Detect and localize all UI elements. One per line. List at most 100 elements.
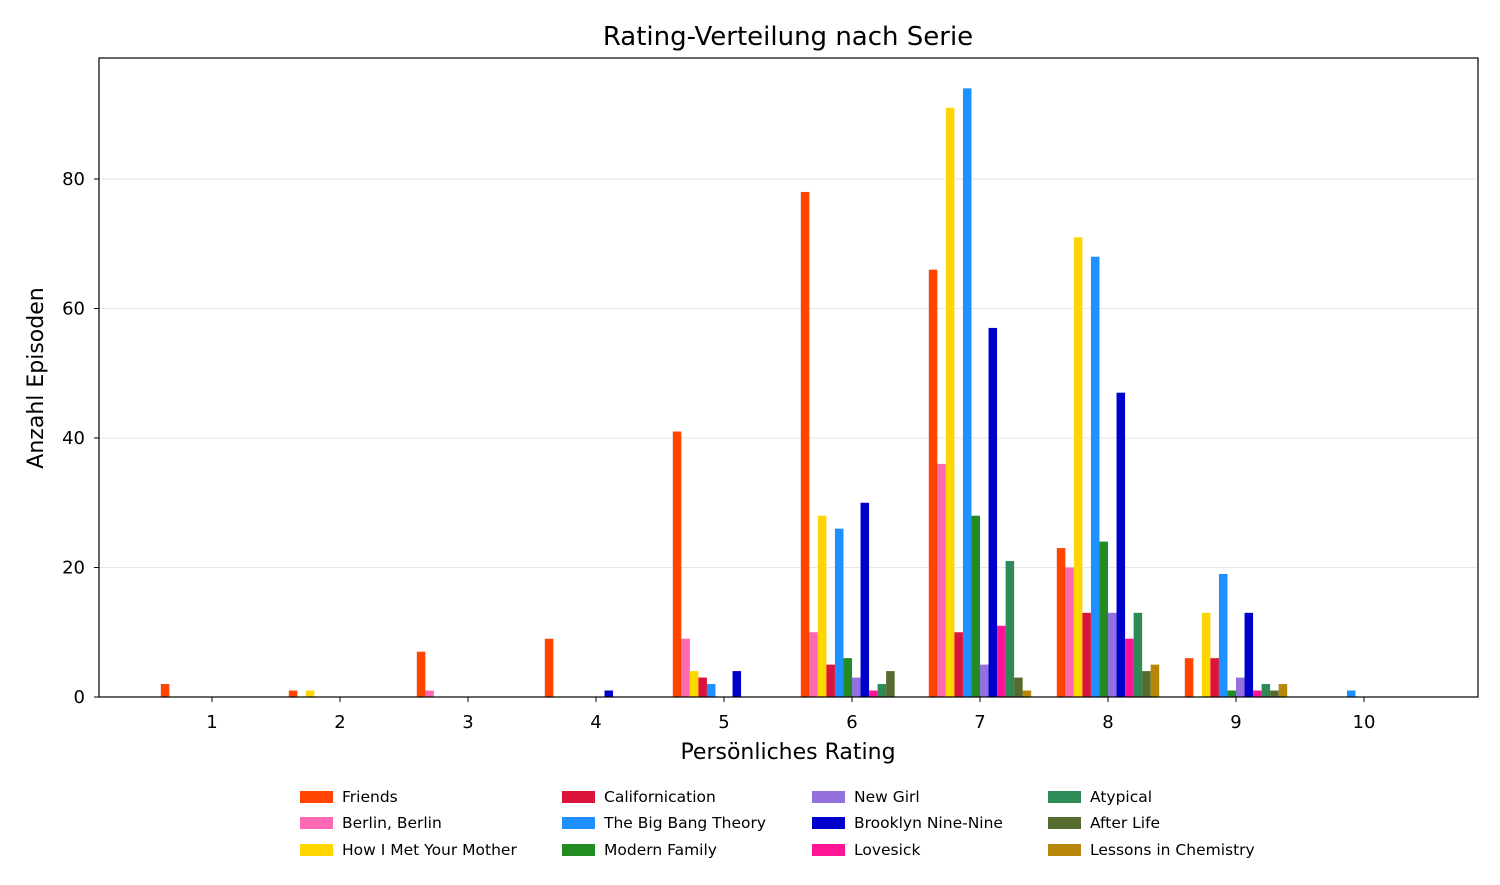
plot-frame <box>98 57 1479 698</box>
bar-californication-9 <box>1210 658 1219 697</box>
bar-friends-1 <box>160 684 170 697</box>
x-tick-label: 6 <box>846 712 857 733</box>
bar-how-i-met-your-mother-9 <box>1201 612 1211 697</box>
bar-after-life-8 <box>1142 671 1151 697</box>
legend-item: New Girl <box>812 786 1048 808</box>
chart-title: Rating-Verteilung nach Serie <box>603 22 973 52</box>
legend-swatch <box>812 817 845 830</box>
bar-the-big-bang-theory-7 <box>962 88 972 698</box>
bar-brooklyn-nine-nine-6 <box>860 502 870 697</box>
bar-after-life-7 <box>1014 677 1023 697</box>
bar-berlin-berlin-3 <box>425 690 434 697</box>
legend-swatch <box>812 790 845 803</box>
x-tick-label: 8 <box>1102 712 1113 733</box>
legend-swatch <box>300 817 333 830</box>
bar-friends-5 <box>672 431 682 697</box>
y-tick-label: 60 <box>62 299 85 320</box>
bar-lessons-in-chemistry-9 <box>1278 684 1288 697</box>
bar-atypical-9 <box>1261 684 1271 697</box>
bar-friends-9 <box>1184 658 1194 697</box>
bar-lessons-in-chemistry-7 <box>1022 690 1032 697</box>
bar-the-big-bang-theory-6 <box>834 528 844 697</box>
legend-label: After Life <box>1090 814 1161 833</box>
x-axis-label: Persönliches Rating <box>680 740 895 765</box>
bar-brooklyn-nine-nine-7 <box>988 327 998 697</box>
bar-how-i-met-your-mother-8 <box>1073 237 1083 697</box>
legend-item: Brooklyn Nine-Nine <box>812 813 1048 835</box>
legend-swatch <box>812 843 845 856</box>
bar-friends-3 <box>416 651 426 697</box>
legend-item: Atypical <box>1048 786 1278 808</box>
x-tick-label: 7 <box>974 712 985 733</box>
legend-swatch <box>562 790 595 803</box>
legend-label: Brooklyn Nine-Nine <box>854 814 1003 833</box>
legend-swatch <box>300 843 333 856</box>
bar-californication-8 <box>1082 612 1091 697</box>
x-tick-label: 9 <box>1230 712 1241 733</box>
legend-label: Californication <box>604 787 716 806</box>
bar-berlin-berlin-8 <box>1065 567 1074 697</box>
legend-item: Berlin, Berlin <box>300 813 562 835</box>
legend-swatch <box>1048 790 1081 803</box>
y-tick-label: 80 <box>62 169 85 190</box>
bar-after-life-6 <box>886 671 895 697</box>
bar-lovesick-7 <box>997 625 1006 697</box>
bar-friends-2 <box>288 690 298 697</box>
x-tick-label: 10 <box>1353 712 1376 733</box>
bar-lessons-in-chemistry-8 <box>1150 664 1160 697</box>
bar-modern-family-7 <box>971 515 980 697</box>
y-tick-label: 20 <box>62 558 85 579</box>
x-tick-label: 5 <box>718 712 729 733</box>
x-tick-label: 4 <box>590 712 601 733</box>
y-tick-label: 0 <box>74 687 85 708</box>
bar-the-big-bang-theory-9 <box>1218 573 1228 697</box>
legend-swatch <box>562 817 595 830</box>
legend-item: Californication <box>562 786 812 808</box>
legend-label: Lessons in Chemistry <box>1090 840 1255 859</box>
bar-new-girl-8 <box>1108 612 1117 697</box>
y-axis-label: Anzahl Episoden <box>24 287 49 468</box>
bar-modern-family-8 <box>1099 541 1108 697</box>
legend-swatch <box>1048 817 1081 830</box>
bar-brooklyn-nine-nine-9 <box>1244 612 1254 697</box>
bar-the-big-bang-theory-10 <box>1346 690 1356 697</box>
legend-item: After Life <box>1048 813 1278 835</box>
x-tick-label: 2 <box>334 712 345 733</box>
bar-berlin-berlin-6 <box>809 632 818 697</box>
legend-label: Lovesick <box>854 840 921 859</box>
legend-item: Lessons in Chemistry <box>1048 839 1278 861</box>
legend-swatch <box>300 790 333 803</box>
legend: Friends Californication New Girl Atypical Be… <box>300 786 1278 861</box>
legend-label: New Girl <box>854 787 920 806</box>
bar-lovesick-9 <box>1253 690 1262 697</box>
bar-new-girl-9 <box>1236 677 1245 697</box>
legend-label: Atypical <box>1090 787 1153 806</box>
bar-lovesick-6 <box>869 690 878 697</box>
legend-label: Modern Family <box>604 840 717 859</box>
legend-item: The Big Bang Theory <box>562 813 812 835</box>
bar-new-girl-7 <box>980 664 989 697</box>
bar-californication-7 <box>954 632 963 697</box>
x-tick-label: 3 <box>462 712 473 733</box>
bar-friends-7 <box>928 269 938 697</box>
bar-atypical-7 <box>1005 561 1015 697</box>
bar-californication-5 <box>698 677 707 697</box>
legend-label: Friends <box>342 787 398 806</box>
legend-item: Friends <box>300 786 562 808</box>
bar-how-i-met-your-mother-7 <box>945 107 955 697</box>
bar-brooklyn-nine-nine-8 <box>1116 392 1126 697</box>
bar-brooklyn-nine-nine-5 <box>732 671 742 697</box>
bar-the-big-bang-theory-5 <box>706 684 716 697</box>
bar-berlin-berlin-5 <box>681 638 690 697</box>
bar-brooklyn-nine-nine-4 <box>604 690 614 697</box>
bar-the-big-bang-theory-8 <box>1090 256 1100 697</box>
bar-berlin-berlin-7 <box>937 463 946 697</box>
y-tick-label: 40 <box>62 428 85 449</box>
bar-how-i-met-your-mother-6 <box>817 515 827 697</box>
legend-label: Berlin, Berlin <box>342 814 442 833</box>
legend-label: How I Met Your Mother <box>342 840 517 859</box>
bar-lovesick-8 <box>1125 638 1134 697</box>
legend-item: Lovesick <box>812 839 1048 861</box>
bar-how-i-met-your-mother-2 <box>305 690 315 697</box>
